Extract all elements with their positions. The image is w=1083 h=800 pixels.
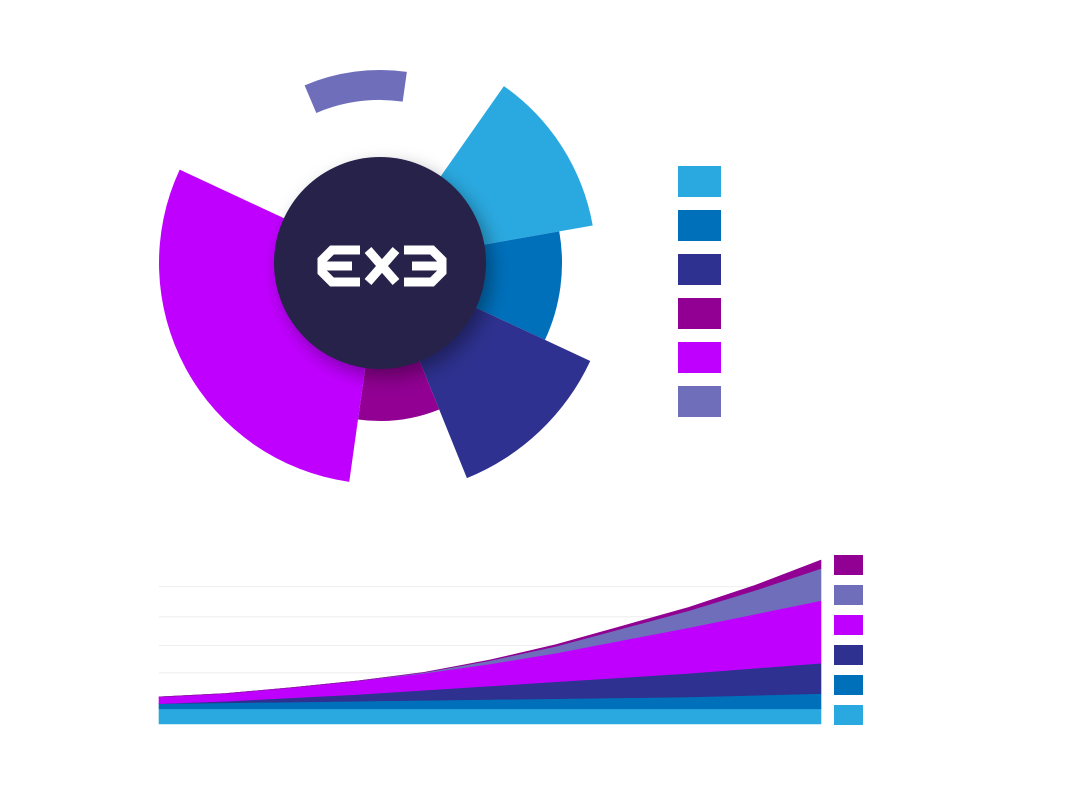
stacked-area-chart [158, 555, 863, 725]
area-legend-swatch [834, 555, 863, 575]
area-legend-swatch [834, 705, 863, 725]
exe-logo-icon [317, 245, 447, 287]
area-legend [834, 555, 863, 725]
area-series-band [158, 559, 822, 698]
polar-legend-swatch [678, 342, 721, 373]
area-legend-swatch [834, 675, 863, 695]
area-legend-swatch [834, 615, 863, 635]
polar-legend-swatch [678, 386, 721, 417]
polar-legend-swatch [678, 166, 721, 197]
area-legend-swatch [834, 585, 863, 605]
area-legend-swatch [834, 645, 863, 665]
polar-slice [304, 70, 407, 113]
polar-legend-swatch [678, 298, 721, 329]
area-series [158, 559, 822, 725]
polar-legend [678, 166, 721, 417]
polar-legend-swatch [678, 254, 721, 285]
area-series-band [158, 708, 822, 725]
polar-legend-swatch [678, 210, 721, 241]
polar-area-chart [158, 70, 721, 482]
